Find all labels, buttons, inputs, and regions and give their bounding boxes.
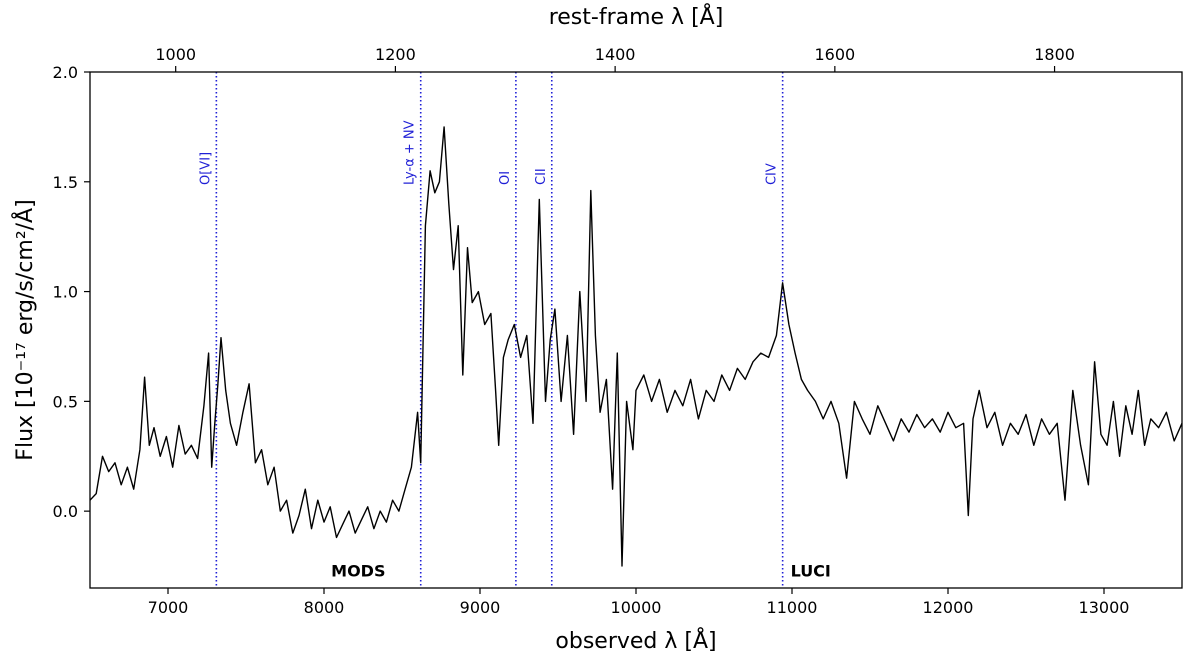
y-tick-label-4: 2.0 [53, 63, 78, 82]
x-axis-label: observed λ [Å] [555, 627, 716, 654]
x-tick-label-5: 12000 [923, 598, 974, 617]
x-tick-label-3: 10000 [611, 598, 662, 617]
top-tick-label-0: 1000 [155, 45, 196, 64]
top-tick-label-4: 1800 [1034, 45, 1075, 64]
emission-line-label-2: OI [498, 171, 513, 185]
top-tick-label-3: 1600 [814, 45, 855, 64]
spectrum-line-0 [89, 126, 1183, 567]
emission-line-label-1: Ly-α + NV [403, 120, 418, 185]
x-axis-ticks: 7000 8000 9000 10000 11000 12000 13000 [148, 588, 1130, 617]
x-tick-label-1: 8000 [304, 598, 345, 617]
emission-line-label-3: CII [534, 168, 549, 185]
top-tick-label-1: 1200 [375, 45, 416, 64]
y-axis-ticks: 0.0 0.5 1.0 1.5 2.0 [53, 63, 90, 521]
top-tick-label-2: 1400 [595, 45, 636, 64]
y-tick-label-3: 1.5 [53, 173, 78, 192]
y-tick-label-2: 1.0 [53, 283, 78, 302]
emission-line-label-0: O[VI] [198, 152, 213, 185]
emission-line-label-4: CIV [765, 163, 780, 185]
x-tick-label-6: 13000 [1079, 598, 1130, 617]
y-tick-label-0: 0.0 [53, 502, 78, 521]
instrument-label-0: MODS [331, 561, 385, 580]
top-axis-ticks: 1000 1200 1400 1600 1800 [155, 45, 1075, 72]
instrument-label-1: LUCI [791, 561, 831, 580]
x-tick-label-2: 9000 [460, 598, 501, 617]
emission-line-markers: O[VI] Ly-α + NV OI CII CIV [198, 72, 784, 588]
y-tick-label-1: 0.5 [53, 392, 78, 411]
instrument-labels: MODS LUCI [331, 561, 831, 580]
top-axis-label: rest-frame λ [Å] [549, 3, 724, 30]
y-axis-label: Flux [10⁻¹⁷ erg/s/cm²/Å] [11, 199, 38, 460]
plot-frame [89, 71, 1183, 589]
x-tick-label-4: 11000 [767, 598, 818, 617]
x-tick-label-0: 7000 [148, 598, 189, 617]
spectrum-series [89, 126, 1183, 567]
